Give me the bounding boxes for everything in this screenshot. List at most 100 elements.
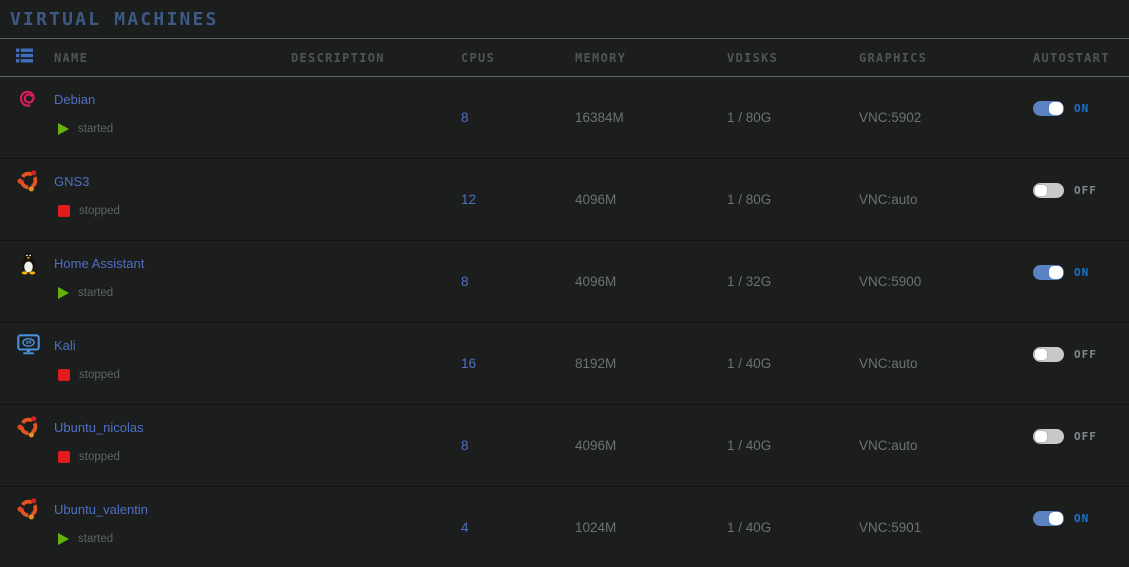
- autostart-state-label: ON: [1074, 512, 1090, 525]
- vm-graphics-cell: VNC:auto: [859, 356, 918, 371]
- vm-status: stopped: [54, 451, 291, 463]
- vm-vdisks-cell: 1 / 40G: [727, 520, 772, 535]
- vm-name-link[interactable]: Ubuntu_valentin: [54, 502, 148, 517]
- autostart-state-label: ON: [1074, 266, 1090, 279]
- vm-cpus-link[interactable]: 8: [461, 438, 469, 453]
- autostart-toggle[interactable]: [1033, 183, 1064, 198]
- vm-cpus-link[interactable]: 12: [461, 192, 477, 207]
- vm-table-row: GNS3 stopped 12 4096M 1 / 80G VNC:auto O…: [0, 159, 1129, 241]
- vm-status: started: [54, 123, 291, 135]
- vm-vdisks-cell: 1 / 40G: [727, 438, 772, 453]
- vm-state-label: stopped: [79, 451, 120, 463]
- autostart-toggle[interactable]: [1033, 511, 1064, 526]
- vm-cpus-cell: 8: [461, 405, 575, 486]
- vm-description-cell: [291, 405, 461, 486]
- vm-state-label: stopped: [79, 369, 120, 381]
- toggle-knob: [1034, 430, 1048, 443]
- vm-description-cell: [291, 487, 461, 567]
- toggle-knob: [1049, 102, 1063, 115]
- vm-name-link[interactable]: Kali: [54, 338, 76, 353]
- toggle-knob: [1049, 512, 1063, 525]
- vm-os-icon-cell: [16, 77, 54, 158]
- vm-name-link[interactable]: GNS3: [54, 174, 90, 189]
- vm-autostart-cell: ON: [1033, 241, 1129, 322]
- view-toggle[interactable]: [16, 48, 54, 68]
- vm-name-cell: Debian started: [54, 77, 291, 158]
- page-header: VIRTUAL MACHINES: [0, 0, 1129, 39]
- vm-name-link[interactable]: Debian: [54, 92, 96, 107]
- vm-status: stopped: [54, 205, 291, 217]
- vm-cpus-cell: 4: [461, 487, 575, 567]
- col-header-graphics: GRAPHICS: [859, 50, 928, 65]
- vm-cpus-cell: 16: [461, 323, 575, 404]
- vm-cpus-link[interactable]: 16: [461, 356, 477, 371]
- vm-vdisks-cell: 1 / 80G: [727, 192, 772, 207]
- vm-state-label: started: [78, 533, 114, 545]
- col-header-name: NAME: [54, 50, 89, 65]
- vm-os-icon-cell: [16, 159, 54, 240]
- vm-table-row: VM Kali stopped 16 8192M 1 / 40G VNC:aut…: [0, 323, 1129, 405]
- vm-autostart-cell: OFF: [1033, 159, 1129, 240]
- autostart-state-label: OFF: [1074, 184, 1097, 197]
- vm-name-cell: Ubuntu_valentin started: [54, 487, 291, 567]
- vm-cpus-link[interactable]: 8: [461, 110, 469, 125]
- vm-memory-cell: 4096M: [575, 274, 617, 289]
- toggle-knob: [1034, 184, 1048, 197]
- vm-os-icon-cell: VM: [16, 323, 54, 404]
- vm-cpus-cell: 12: [461, 159, 575, 240]
- autostart-toggle[interactable]: [1033, 429, 1064, 444]
- vm-memory-cell: 1024M: [575, 520, 617, 535]
- vm-graphics-cell: VNC:5902: [859, 110, 922, 125]
- vm-table-row: Ubuntu_nicolas stopped 8 4096M 1 / 40G V…: [0, 405, 1129, 487]
- debian-os-icon: [16, 86, 41, 111]
- vm-graphics-cell: VNC:auto: [859, 438, 918, 453]
- play-icon: [58, 533, 69, 545]
- col-header-memory: MEMORY: [575, 50, 627, 65]
- vm-status: started: [54, 287, 291, 299]
- vm-name-link[interactable]: Ubuntu_nicolas: [54, 420, 144, 435]
- autostart-state-label: ON: [1074, 102, 1090, 115]
- vm-name-cell: Ubuntu_nicolas stopped: [54, 405, 291, 486]
- vm-cpus-link[interactable]: 8: [461, 274, 469, 289]
- vm-os-icon: VM: [16, 332, 41, 357]
- vm-table-row: Home Assistant started 8 4096M 1 / 32G V…: [0, 241, 1129, 323]
- vm-state-label: stopped: [79, 205, 120, 217]
- table-header-row: NAME DESCRIPTION CPUS MEMORY VDISKS GRAP…: [0, 39, 1129, 77]
- vm-cpus-cell: 8: [461, 241, 575, 322]
- vm-status: stopped: [54, 369, 291, 381]
- vm-vdisks-cell: 1 / 40G: [727, 356, 772, 371]
- vm-table-body: Debian started 8 16384M 1 / 80G VNC:5902…: [0, 77, 1129, 567]
- vm-vdisks-cell: 1 / 32G: [727, 274, 772, 289]
- col-header-cpus: CPUS: [461, 50, 496, 65]
- vm-graphics-cell: VNC:5900: [859, 274, 922, 289]
- stop-icon: [58, 451, 70, 463]
- vm-autostart-cell: OFF: [1033, 323, 1129, 404]
- ubuntu-os-icon: [16, 496, 41, 521]
- play-icon: [58, 287, 69, 299]
- vm-description-cell: [291, 241, 461, 322]
- vm-memory-cell: 8192M: [575, 356, 617, 371]
- vm-description-cell: [291, 159, 461, 240]
- list-view-icon[interactable]: [16, 48, 33, 63]
- vm-name-cell: GNS3 stopped: [54, 159, 291, 240]
- autostart-toggle[interactable]: [1033, 347, 1064, 362]
- vm-name-link[interactable]: Home Assistant: [54, 256, 145, 271]
- vm-cpus-link[interactable]: 4: [461, 520, 469, 535]
- vm-memory-cell: 4096M: [575, 192, 617, 207]
- vm-state-label: started: [78, 287, 114, 299]
- vm-name-cell: Kali stopped: [54, 323, 291, 404]
- vm-memory-cell: 16384M: [575, 110, 624, 125]
- vm-table-row: Ubuntu_valentin started 4 1024M 1 / 40G …: [0, 487, 1129, 567]
- vm-cpus-cell: 8: [461, 77, 575, 158]
- autostart-toggle[interactable]: [1033, 265, 1064, 280]
- autostart-state-label: OFF: [1074, 430, 1097, 443]
- vm-graphics-cell: VNC:5901: [859, 520, 922, 535]
- vm-os-icon-cell: [16, 405, 54, 486]
- vm-memory-cell: 4096M: [575, 438, 617, 453]
- ubuntu-os-icon: [16, 414, 41, 439]
- vm-description-cell: [291, 77, 461, 158]
- autostart-toggle[interactable]: [1033, 101, 1064, 116]
- vm-state-label: started: [78, 123, 114, 135]
- toggle-knob: [1049, 266, 1063, 279]
- vm-graphics-cell: VNC:auto: [859, 192, 918, 207]
